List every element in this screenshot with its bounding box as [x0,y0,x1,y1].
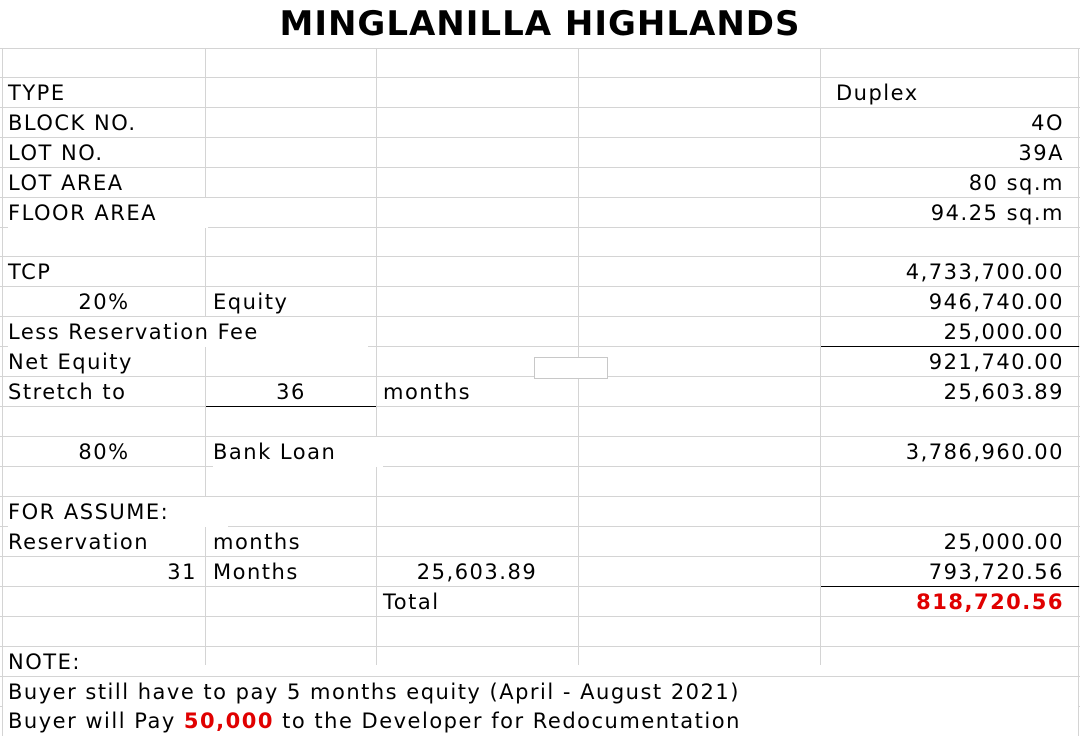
loan-percent: 80% [78,440,130,464]
gridline [1078,48,1079,736]
stretch-label: Stretch to [8,380,127,404]
subtotal-rule [821,346,1079,347]
total-value: 818,720.56 [916,590,1064,614]
assume-reservation-unit: months [213,530,302,554]
gridline [376,48,377,665]
assume-months-value: 793,720.56 [928,560,1064,584]
gridline [578,48,579,665]
stretch-months-rule [206,406,376,407]
total-rule [821,586,1079,587]
gridline [820,48,821,665]
note-line-2: Buyer will Pay 50,000 to the Developer f… [3,706,1078,736]
assume-reservation-value: 25,000.00 [943,530,1064,554]
floor-area-label: FLOOR AREA [8,198,208,228]
lot-label: LOT NO. [8,141,104,165]
cell-selection-box[interactable] [534,357,608,379]
stretch-unit: months [383,380,472,404]
net-equity-label: Net Equity [8,350,133,374]
tcp-label: TCP [8,260,52,284]
assume-months-count: 31 [167,560,197,584]
note-line-2-amount: 50,000 [183,709,274,733]
gridline [205,48,206,665]
lot-value: 39A [1018,141,1064,165]
total-label: Total [383,590,440,614]
stretch-months: 36 [276,380,306,404]
lot-area-label: LOT AREA [8,171,124,195]
block-label: BLOCK NO. [8,111,137,135]
floor-area-value: 94.25 sq.m [930,201,1064,225]
assume-reservation-label: Reservation [8,530,150,554]
reservation-fee-value: 25,000.00 [943,320,1064,344]
note-heading: NOTE: [8,650,81,674]
lot-area-value: 80 sq.m [968,171,1064,195]
equity-label: Equity [213,290,289,314]
assume-months-label: Months [213,560,299,584]
reservation-fee-label: Less Reservation Fee [8,317,368,347]
equity-value: 946,740.00 [928,290,1064,314]
sheet-title: MINGLANILLA HIGHLANDS [0,0,1080,48]
loan-label: Bank Loan [213,437,383,467]
net-equity-value: 921,740.00 [928,350,1064,374]
block-value: 4O [1031,111,1064,135]
loan-value: 3,786,960.00 [905,440,1064,464]
note-line-1: Buyer still have to pay 5 months equity … [3,677,1078,707]
note-line-2-prefix: Buyer will Pay [8,709,184,733]
type-label: TYPE [8,81,66,105]
assume-heading: FOR ASSUME: [8,497,228,527]
stretch-value: 25,603.89 [943,380,1064,404]
tcp-value: 4,733,700.00 [905,260,1064,284]
note-line-2-suffix: to the Developer for Redocumentation [273,709,741,733]
type-value: Duplex [836,81,919,105]
assume-monthly-amount: 25,603.89 [416,560,538,584]
gridline [2,48,3,736]
equity-percent: 20% [78,290,130,314]
